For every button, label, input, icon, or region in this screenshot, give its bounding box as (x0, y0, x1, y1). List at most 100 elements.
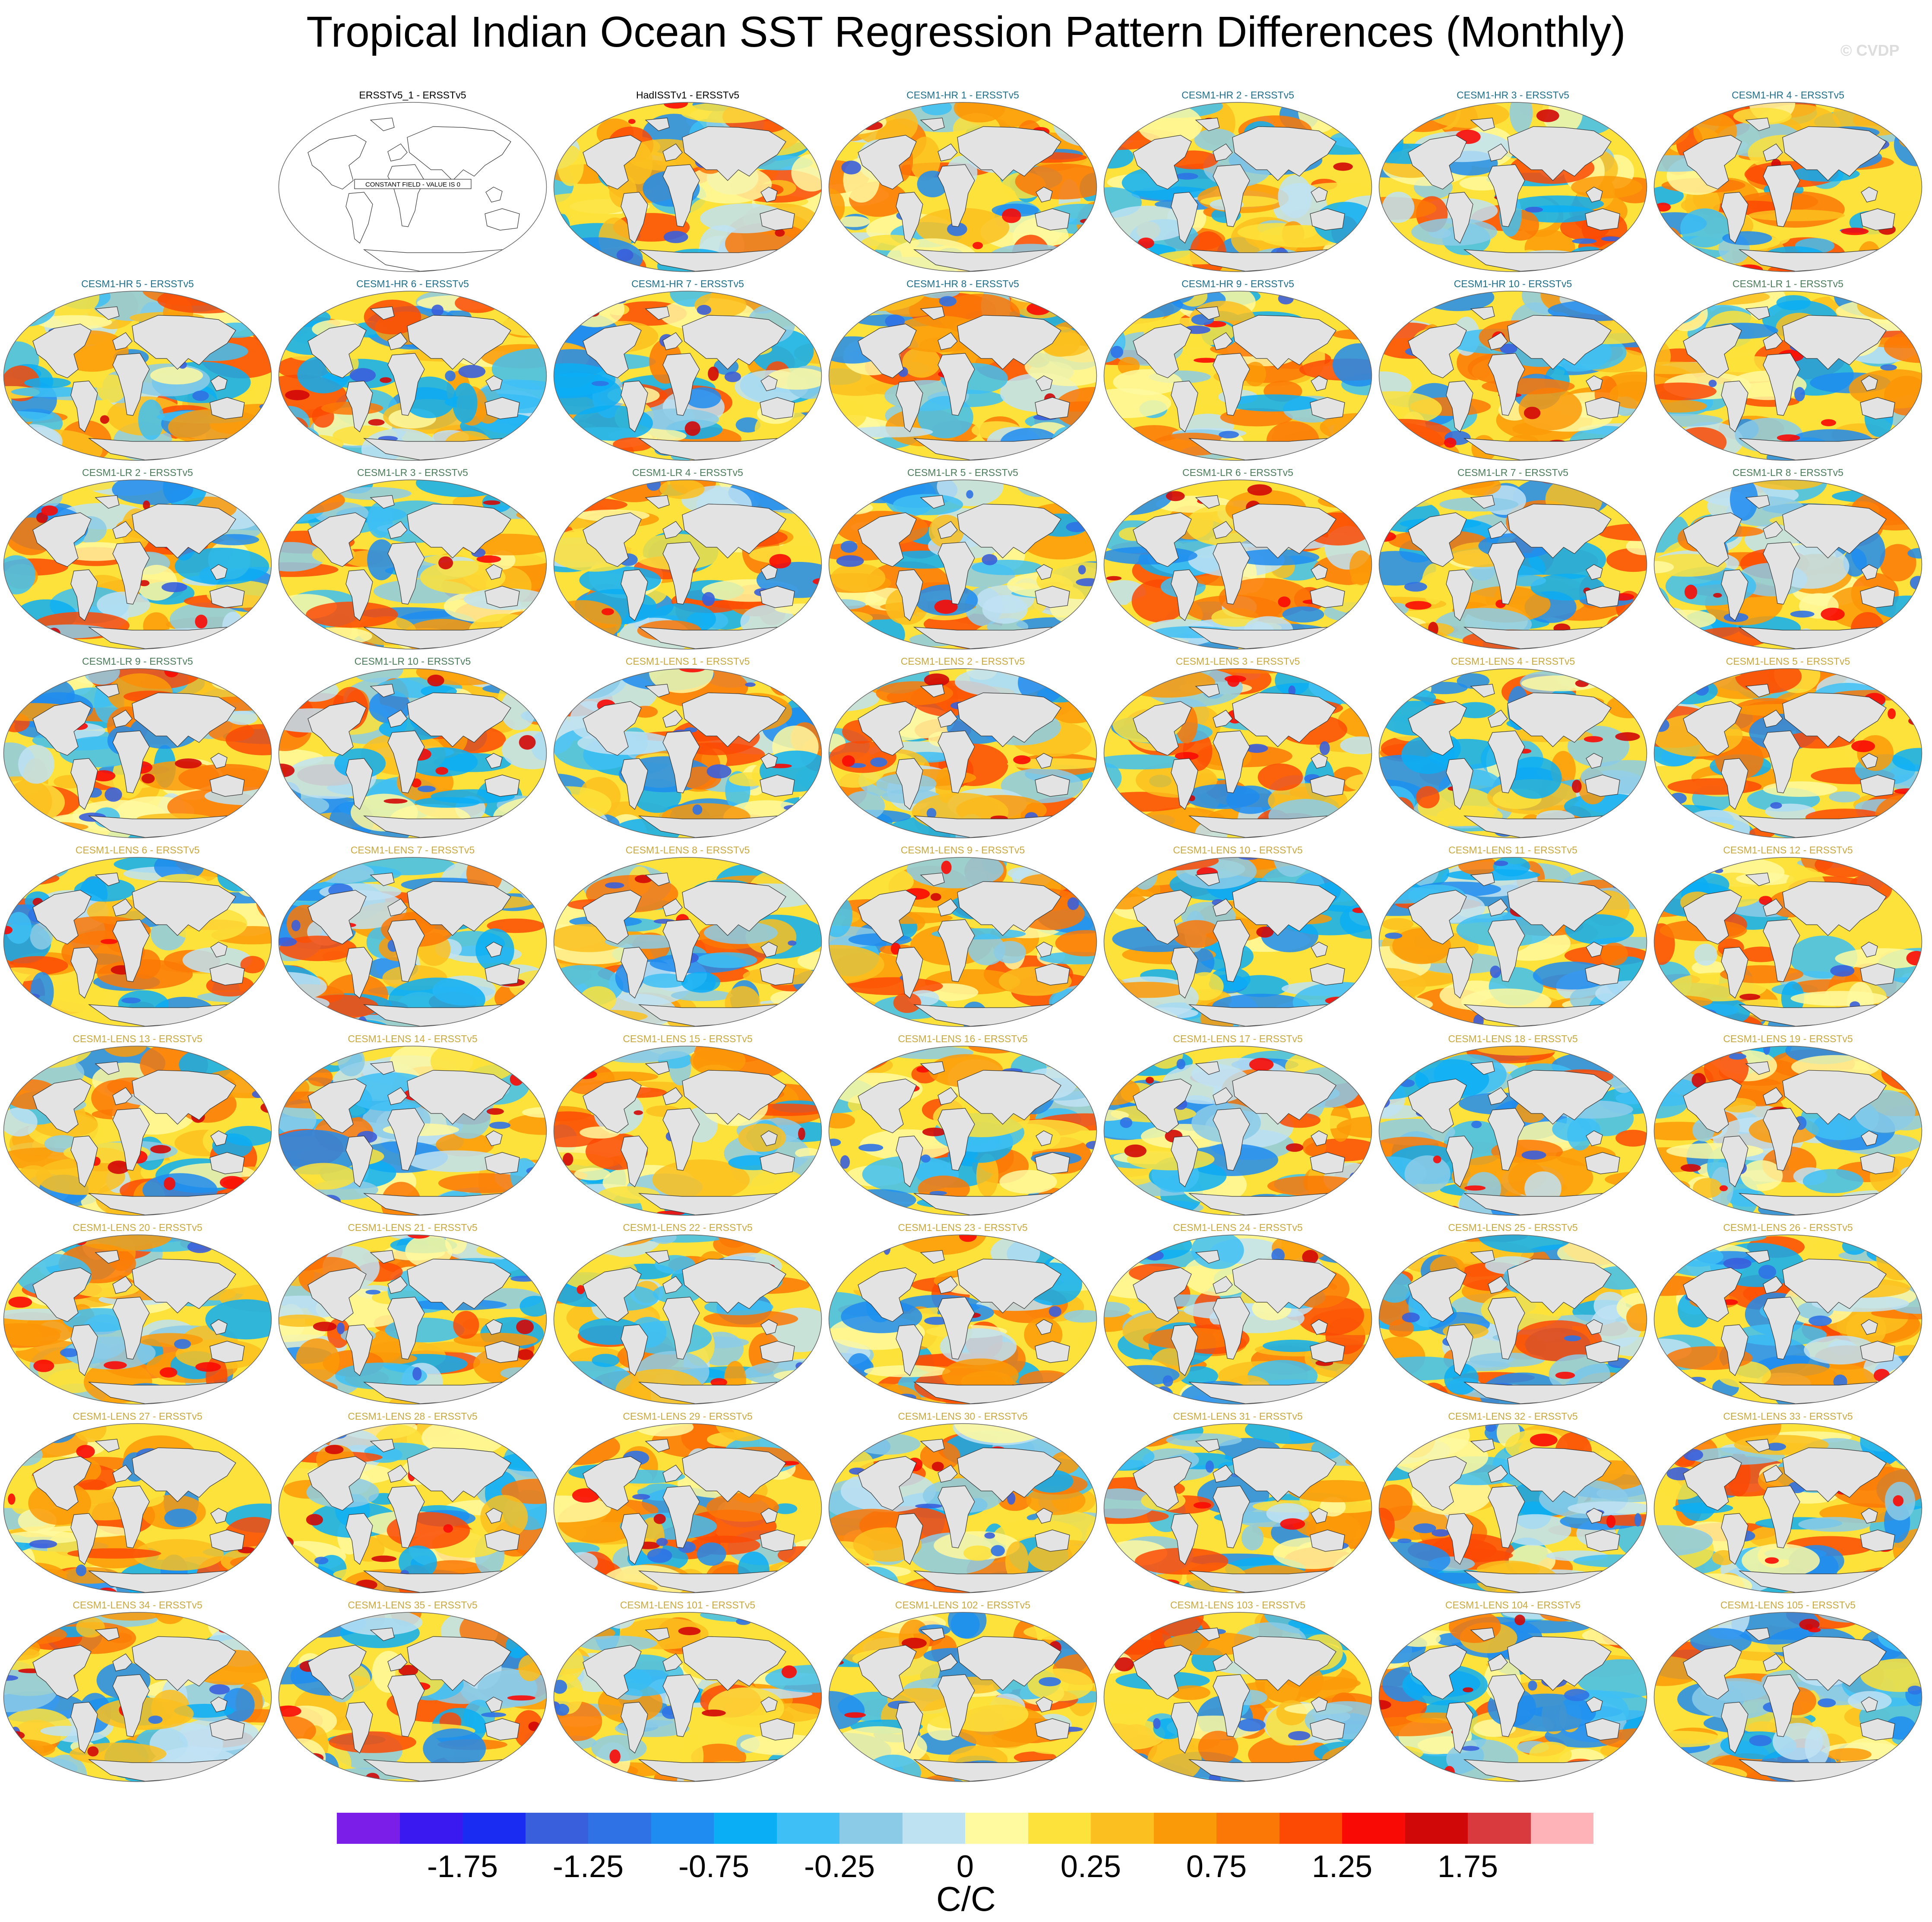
map-panel: HadISSTv1 - ERSSTv5 (550, 89, 825, 274)
map-panel: CESM1-LENS 6 - ERSSTv5 (0, 844, 275, 1029)
map-panel: CESM1-HR 3 - ERSSTv5 (1375, 89, 1650, 274)
panel-title: CESM1-LENS 2 - ERSSTv5 (900, 656, 1025, 667)
panel-title: CESM1-LENS 10 - ERSSTv5 (1173, 844, 1303, 856)
map-panel: CESM1-LENS 7 - ERSSTv5 (275, 844, 550, 1029)
world-map (1378, 102, 1647, 272)
world-map (3, 1234, 272, 1405)
colorbar-box (714, 1813, 777, 1844)
panel-title: CESM1-LENS 31 - ERSSTv5 (1173, 1411, 1303, 1422)
panel-title: CESM1-LENS 33 - ERSSTv5 (1723, 1411, 1853, 1422)
panel-title: CESM1-LR 10 - ERSSTv5 (354, 656, 471, 667)
panel-title: CESM1-HR 7 - ERSSTv5 (631, 278, 744, 289)
map-panel: CESM1-LENS 27 - ERSSTv5 (0, 1410, 275, 1595)
colorbar-tick-label: 0.25 (1060, 1849, 1121, 1884)
colorbar-box (1342, 1813, 1405, 1844)
credit-watermark: © CVDP (1840, 41, 1900, 59)
map-panel: CESM1-HR 5 - ERSSTv5 (0, 277, 275, 463)
map-panel: CESM1-LENS 20 - ERSSTv5 (0, 1221, 275, 1407)
world-map (1103, 1612, 1372, 1782)
colorbar-tick-label: 1.25 (1311, 1849, 1373, 1884)
world-map (278, 857, 547, 1027)
panel-title: CESM1-LENS 15 - ERSSTv5 (623, 1033, 753, 1044)
map-panel: CESM1-LENS 102 - ERSSTv5 (825, 1598, 1100, 1784)
map-panel: CESM1-LENS 8 - ERSSTv5 (550, 844, 825, 1029)
panel-title: CESM1-LENS 6 - ERSSTv5 (75, 844, 200, 856)
panel-title: CESM1-HR 6 - ERSSTv5 (356, 278, 469, 289)
world-map (1653, 1612, 1922, 1782)
panel-title: CESM1-HR 3 - ERSSTv5 (1457, 89, 1569, 101)
world-map (3, 1612, 272, 1782)
panel-title: CESM1-LENS 25 - ERSSTv5 (1448, 1222, 1578, 1233)
map-panel: CESM1-HR 7 - ERSSTv5 (550, 277, 825, 463)
panel-title: CESM1-LENS 13 - ERSSTv5 (73, 1033, 203, 1044)
panel-title: CESM1-HR 8 - ERSSTv5 (906, 278, 1019, 289)
world-map (3, 1423, 272, 1593)
map-panel: CESM1-LENS 29 - ERSSTv5 (550, 1410, 825, 1595)
panel-title: CESM1-LENS 34 - ERSSTv5 (73, 1599, 203, 1611)
map-panel: CESM1-HR 10 - ERSSTv5 (1375, 277, 1650, 463)
world-map (3, 291, 272, 461)
world-map (1653, 102, 1922, 272)
panel-title: CESM1-LENS 12 - ERSSTv5 (1723, 844, 1853, 856)
map-panel: CESM1-LENS 16 - ERSSTv5 (825, 1032, 1100, 1218)
panel-title: CESM1-LR 6 - ERSSTv5 (1182, 467, 1293, 478)
panel-title: CESM1-HR 5 - ERSSTv5 (81, 278, 194, 289)
panel-title: CESM1-HR 9 - ERSSTv5 (1181, 278, 1294, 289)
map-panel: CESM1-LENS 18 - ERSSTv5 (1375, 1032, 1650, 1218)
panel-title: CESM1-LENS 103 - ERSSTv5 (1170, 1599, 1306, 1611)
panel-title: CESM1-LENS 105 - ERSSTv5 (1720, 1599, 1856, 1611)
map-panel: CESM1-HR 1 - ERSSTv5 (825, 89, 1100, 274)
map-panel: CESM1-LR 10 - ERSSTv5 (275, 655, 550, 840)
map-panel: CESM1-LENS 21 - ERSSTv5 (275, 1221, 550, 1407)
map-panel: CESM1-LENS 32 - ERSSTv5 (1375, 1410, 1650, 1595)
map-panel: CESM1-LENS 14 - ERSSTv5 (275, 1032, 550, 1218)
world-map (3, 668, 272, 838)
colorbar-box (1028, 1813, 1091, 1844)
colorbar-box (462, 1813, 526, 1844)
panel-title: CESM1-LENS 27 - ERSSTv5 (73, 1411, 203, 1422)
map-panel: CESM1-LENS 28 - ERSSTv5 (275, 1410, 550, 1595)
panel-title: CESM1-HR 1 - ERSSTv5 (906, 89, 1019, 101)
panel-title: CESM1-LR 1 - ERSSTv5 (1732, 278, 1843, 289)
panel-title: CESM1-LENS 104 - ERSSTv5 (1445, 1599, 1581, 1611)
map-panel: CESM1-LENS 33 - ERSSTv5 (1650, 1410, 1926, 1595)
colorbar-box (651, 1813, 714, 1844)
panel-title: CESM1-LENS 8 - ERSSTv5 (625, 844, 750, 856)
world-map (553, 857, 822, 1027)
colorbar-tick-label: -0.75 (678, 1849, 750, 1884)
colorbar-box (1530, 1813, 1593, 1844)
world-map (278, 1234, 547, 1405)
colorbar-box (1216, 1813, 1280, 1844)
map-panel: ERSSTv5_1 - ERSSTv5 CONSTANT FIELD - VALU… (275, 89, 550, 274)
colorbar-box (902, 1813, 965, 1844)
map-panel: CESM1-LENS 103 - ERSSTv5 (1100, 1598, 1375, 1784)
world-map (553, 668, 822, 838)
world-map (828, 291, 1097, 461)
world-map (1653, 479, 1922, 650)
world-map (1378, 857, 1647, 1027)
panel-title: CESM1-LENS 9 - ERSSTv5 (900, 844, 1025, 856)
panel-title: HadISSTv1 - ERSSTv5 (636, 89, 740, 101)
panel-title: CESM1-LENS 101 - ERSSTv5 (620, 1599, 756, 1611)
colorbar-tick-label: -1.25 (552, 1849, 624, 1884)
colorbar-box (776, 1813, 839, 1844)
panel-title: CESM1-LR 9 - ERSSTv5 (82, 656, 193, 667)
panel-title: CESM1-LENS 3 - ERSSTv5 (1175, 656, 1300, 667)
map-panel: CESM1-LENS 15 - ERSSTv5 (550, 1032, 825, 1218)
panel-title: CESM1-HR 2 - ERSSTv5 (1181, 89, 1294, 101)
map-panel: CESM1-LR 6 - ERSSTv5 (1100, 466, 1375, 652)
world-map (828, 1046, 1097, 1216)
world-map (1378, 479, 1647, 650)
colorbar-box (1468, 1813, 1531, 1844)
colorbar-tick-label: 1.75 (1437, 1849, 1498, 1884)
world-map (1103, 1046, 1372, 1216)
map-panel: CESM1-LR 5 - ERSSTv5 (825, 466, 1100, 652)
world-map (278, 1046, 547, 1216)
map-panel: CESM1-HR 8 - ERSSTv5 (825, 277, 1100, 463)
map-panel: CESM1-LENS 34 - ERSSTv5 (0, 1598, 275, 1784)
map-panel: CESM1-LENS 12 - ERSSTv5 (1650, 844, 1926, 1029)
world-map (1103, 668, 1372, 838)
map-panel: CESM1-LENS 5 - ERSSTv5 (1650, 655, 1926, 840)
map-panel: CESM1-LENS 23 - ERSSTv5 (825, 1221, 1100, 1407)
world-map (553, 479, 822, 650)
